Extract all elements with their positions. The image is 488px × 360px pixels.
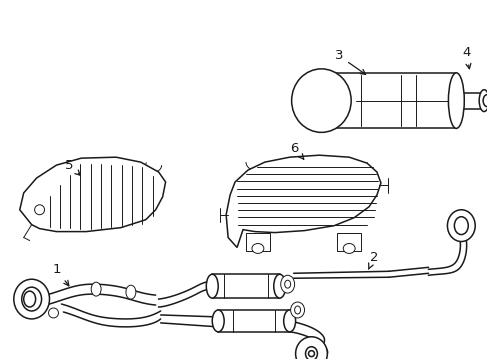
Ellipse shape — [273, 274, 285, 298]
Ellipse shape — [453, 217, 468, 235]
Polygon shape — [20, 157, 165, 231]
Text: 4: 4 — [461, 46, 470, 69]
Ellipse shape — [478, 90, 488, 112]
Polygon shape — [245, 233, 269, 251]
Ellipse shape — [280, 275, 294, 293]
Polygon shape — [337, 233, 360, 251]
Ellipse shape — [305, 347, 317, 360]
Ellipse shape — [21, 287, 41, 311]
Ellipse shape — [294, 306, 300, 314]
Ellipse shape — [14, 279, 49, 319]
Ellipse shape — [24, 291, 36, 307]
Text: 2: 2 — [367, 251, 378, 269]
Ellipse shape — [447, 73, 463, 129]
Text: 1: 1 — [52, 263, 69, 286]
Ellipse shape — [284, 280, 290, 288]
Ellipse shape — [343, 243, 354, 253]
Ellipse shape — [251, 243, 264, 253]
Ellipse shape — [283, 310, 295, 332]
Ellipse shape — [482, 95, 488, 107]
Ellipse shape — [290, 302, 304, 318]
Ellipse shape — [35, 205, 44, 215]
Polygon shape — [225, 155, 380, 247]
Ellipse shape — [126, 285, 136, 299]
Ellipse shape — [48, 308, 59, 318]
Text: 6: 6 — [290, 142, 303, 159]
Ellipse shape — [291, 69, 350, 132]
Text: 3: 3 — [334, 49, 365, 75]
Ellipse shape — [295, 337, 326, 360]
Ellipse shape — [212, 310, 224, 332]
Ellipse shape — [91, 282, 101, 296]
Text: 5: 5 — [65, 159, 80, 175]
Ellipse shape — [206, 274, 218, 298]
Ellipse shape — [308, 351, 314, 357]
Ellipse shape — [447, 210, 474, 242]
